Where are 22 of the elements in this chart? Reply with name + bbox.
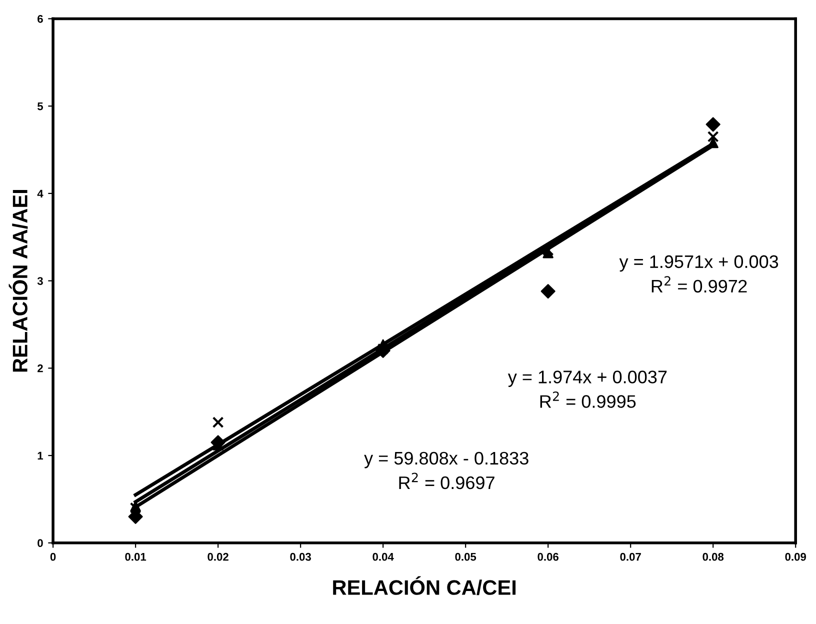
annotation: y = 59.808x - 0.1833 R$^{2}$ = 0.9697 bbox=[364, 452, 528, 490]
x-tick-label: 0.01 bbox=[125, 552, 146, 561]
y-tick-label: 6 bbox=[38, 14, 43, 23]
x-tick-label: 0 bbox=[50, 552, 56, 561]
annotation: y = 1.974x + 0.0037 R$^{2}$ = 0.9995 bbox=[508, 370, 667, 408]
x-tick-label: 0.08 bbox=[702, 552, 724, 561]
x-tick-label: 0.04 bbox=[372, 552, 394, 561]
x-tick-label: 0.06 bbox=[538, 552, 558, 561]
x-tick-label: 0.07 bbox=[620, 552, 641, 561]
y-tick-label: 4 bbox=[37, 190, 44, 198]
y-tick-label: 5 bbox=[37, 102, 44, 110]
x-tick-label: 0.03 bbox=[290, 552, 311, 561]
x-tick-label: 0.05 bbox=[455, 552, 476, 561]
y-tick-label: 1 bbox=[38, 452, 44, 460]
y-tick-label: 0 bbox=[38, 539, 43, 548]
x-axis-title: RELACIÓN CA/CEI bbox=[333, 576, 516, 596]
y-tick-label: 3 bbox=[37, 277, 43, 285]
annotation: y = 1.9571x + 0.003 R$^{2}$ = 0.9972 bbox=[619, 255, 778, 293]
x-tick-label: 0.02 bbox=[208, 552, 228, 561]
y-tick-label: 2 bbox=[38, 364, 43, 372]
x-tick-label: 0.09 bbox=[785, 552, 806, 561]
y-axis-title: RELACIÓN AA/AEI bbox=[8, 190, 28, 372]
